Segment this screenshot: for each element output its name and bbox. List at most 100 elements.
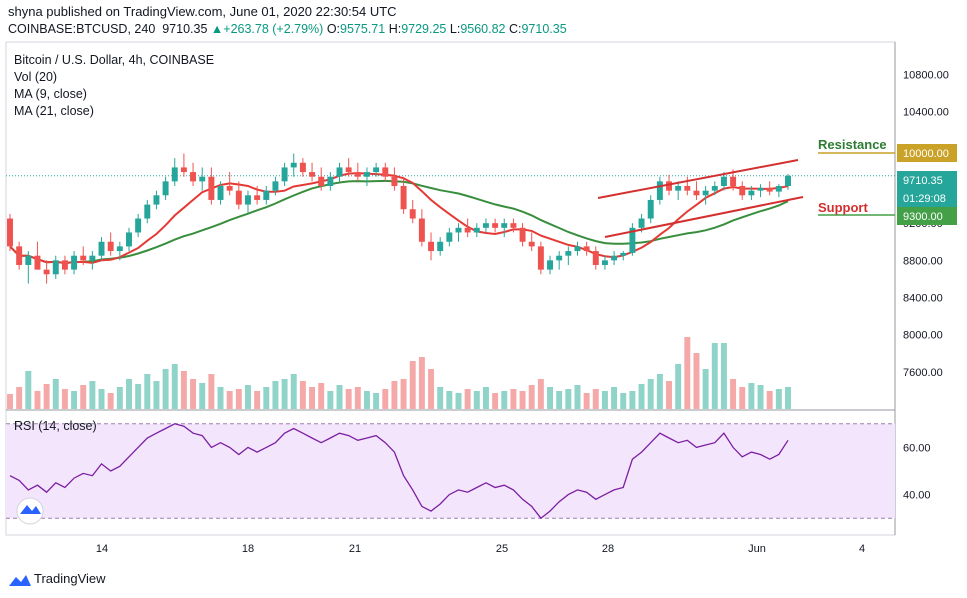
price-change: +263.78 (+2.79%): [223, 22, 324, 36]
price-tick-label: 8400.00: [903, 293, 943, 305]
high-value: 9729.25: [401, 22, 447, 36]
volume-bar: [107, 393, 114, 409]
candle-body: [601, 260, 608, 265]
rsi-band: [6, 423, 895, 519]
volume-bar: [272, 381, 279, 409]
candle-body: [89, 255, 96, 261]
candle-body: [254, 195, 261, 200]
volume-bar: [437, 387, 444, 409]
volume-bar: [226, 391, 233, 409]
close-value: 9710.35: [521, 22, 567, 36]
candle-body: [272, 181, 279, 191]
candle-body: [473, 227, 480, 233]
volume-bar: [299, 381, 306, 409]
volume-bar: [391, 381, 398, 409]
candle-body: [153, 195, 160, 205]
candle-body: [217, 186, 224, 200]
volume-bar: [629, 391, 636, 409]
volume-bar: [190, 379, 197, 409]
volume-bar: [428, 369, 435, 409]
volume-bar: [647, 379, 654, 409]
candle-body: [391, 176, 398, 187]
volume-bar: [254, 391, 261, 409]
volume-bar: [345, 389, 352, 409]
ma9-line: [9, 172, 789, 265]
candle-body: [547, 260, 553, 270]
candle-body: [199, 176, 206, 182]
candle-body: [785, 175, 791, 187]
price-tick-label: 10800.00: [903, 70, 949, 82]
candle-body: [684, 186, 691, 191]
candle-body: [309, 172, 316, 177]
volume-bar: [153, 381, 160, 409]
symbol-label: COINBASE:BTCUSD, 240: [8, 22, 156, 36]
low-label: L:: [449, 22, 461, 36]
candle-body: [263, 190, 270, 200]
candle-body: [25, 255, 32, 265]
volume-bar: [656, 374, 663, 409]
high-label: H:: [388, 22, 402, 36]
candle-body: [336, 167, 343, 177]
volume-bar: [464, 389, 471, 409]
legend-ma9: MA (9, close): [14, 87, 87, 101]
candle-body: [656, 181, 663, 200]
volume-bar: [16, 387, 23, 409]
volume-bar: [135, 384, 142, 409]
volume-bar: [666, 381, 672, 409]
last-price-badge: 9710.35: [903, 175, 943, 187]
volume-bar: [208, 374, 215, 409]
volume-bar: [775, 389, 782, 409]
time-tick-label: Jun: [748, 543, 766, 555]
close-label: C:: [508, 22, 522, 36]
candle-body: [455, 227, 462, 233]
volume-bar: [144, 374, 151, 409]
publisher-line: shyna published on TradingView.com, June…: [8, 4, 397, 19]
ma21-line: [9, 179, 789, 265]
volume-bar: [71, 391, 78, 409]
volume-bar: [61, 389, 68, 409]
tv-mark-icon: [20, 505, 41, 514]
volume-bar: [748, 383, 755, 409]
resistance-annotation: Resistance: [818, 137, 887, 152]
candle-body: [519, 227, 526, 242]
legend-vol: Vol (20): [14, 70, 58, 84]
candle-body: [43, 269, 50, 275]
candle-body: [327, 176, 334, 187]
volume-bar: [537, 379, 544, 409]
candle-body: [629, 227, 636, 253]
candle-body: [574, 246, 581, 252]
candle-body: [620, 252, 627, 256]
candle-body: [702, 190, 709, 196]
candle-body: [766, 187, 773, 192]
candle-body: [299, 162, 306, 173]
volume-bar: [547, 387, 553, 409]
time-tick-label: 18: [242, 543, 254, 555]
candle-body: [34, 255, 41, 270]
volume-bar: [126, 379, 132, 409]
candle-body: [409, 209, 416, 219]
candle-body: [16, 246, 23, 265]
last-price-badge-bg: [897, 171, 957, 189]
volume-bar: [684, 337, 691, 409]
volume-bar: [785, 387, 791, 409]
candle-body: [126, 232, 132, 247]
candle-body: [720, 176, 727, 187]
legend-title: Bitcoin / U.S. Dollar, 4h, COINBASE: [14, 53, 215, 67]
candle-body: [98, 241, 105, 256]
tradingview-logo-icon[interactable]: [8, 572, 32, 588]
candle-body: [464, 227, 471, 233]
candle-body: [162, 181, 169, 196]
candle-body: [373, 167, 380, 173]
volume-bar: [263, 387, 270, 409]
brand-name[interactable]: TradingView: [34, 571, 106, 586]
volume-bar: [309, 387, 316, 409]
volume-bar: [675, 364, 682, 409]
time-tick-label: 21: [349, 543, 361, 555]
candle-body: [116, 246, 123, 252]
candle-body: [775, 186, 782, 192]
candle-body: [757, 187, 764, 191]
candle-body: [135, 218, 142, 233]
volume-bar: [409, 361, 416, 409]
price-tick-label: 7600.00: [903, 367, 943, 379]
